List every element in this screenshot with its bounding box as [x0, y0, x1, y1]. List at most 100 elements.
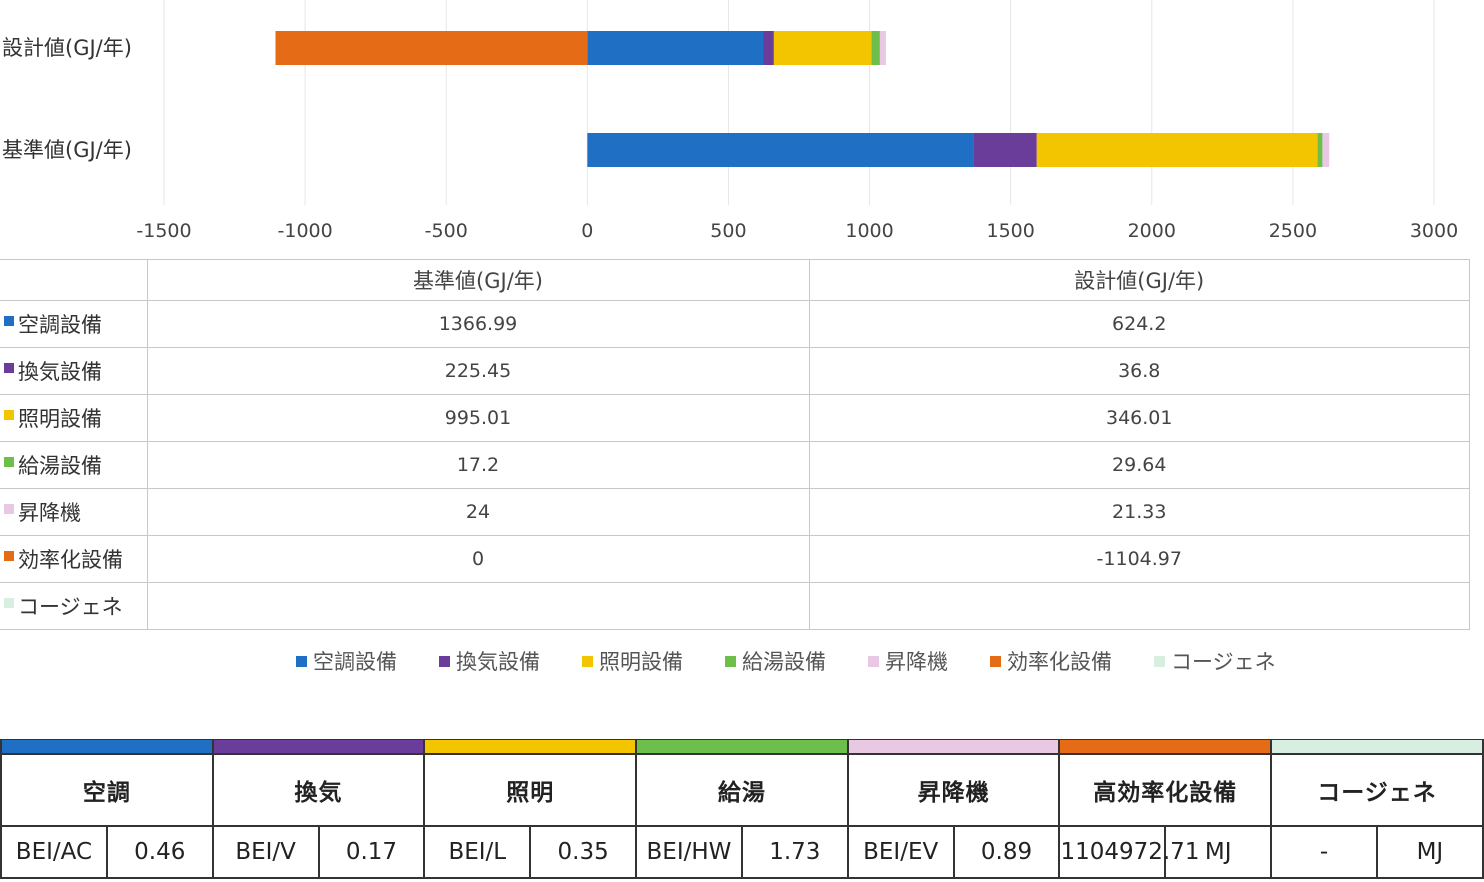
legend-swatch	[1154, 655, 1165, 667]
row-label: コージェネ	[0, 582, 148, 630]
series-swatch	[4, 363, 14, 373]
bar-segment	[1036, 133, 1318, 167]
bei-heading: 高効率化設備	[1058, 753, 1273, 827]
bar-segment	[275, 31, 588, 65]
bei-color-bar	[423, 739, 638, 754]
x-tick-label: -500	[425, 220, 468, 242]
legend-item: 効率化設備	[990, 646, 1112, 676]
series-swatch	[4, 410, 14, 420]
bei-table: 空調 換気 照明 給湯 昇降機 高効率化設備 コージェネ BEI/AC 0.46 BEI/V 0.…	[0, 739, 1484, 879]
bar-segment	[879, 31, 886, 65]
bei-heading: 給湯	[635, 753, 849, 827]
bar-segment	[1317, 133, 1323, 167]
cell-base: 17.2	[146, 441, 810, 489]
legend-label: 照明設備	[599, 650, 683, 674]
bei-headings: 空調 換気 照明 給湯 昇降機 高効率化設備 コージェネ	[0, 753, 1484, 827]
row-label-text: 給湯設備	[18, 454, 102, 478]
row-label: 効率化設備	[0, 535, 148, 583]
bei-key: BEI/AC	[0, 825, 108, 879]
bei-heading: 換気	[211, 753, 426, 827]
bar-segment	[1322, 133, 1330, 167]
bei-heading: 空調	[0, 753, 214, 827]
legend-item: 給湯設備	[725, 646, 826, 676]
x-tick-label: 0	[581, 220, 593, 242]
bei-key: BEI/EV	[846, 825, 955, 879]
chart-bars	[275, 31, 1330, 167]
row-label: 給湯設備	[0, 441, 148, 489]
legend-label: 給湯設備	[742, 650, 826, 674]
table-row: 換気設備 225.45 36.8	[0, 347, 1470, 395]
bei-heading: 照明	[423, 753, 638, 827]
row-label-text: 空調設備	[18, 313, 102, 337]
data-table-corner	[0, 259, 148, 301]
table-row: 効率化設備 0 -1104.97	[0, 535, 1470, 583]
series-swatch	[4, 457, 14, 467]
header-design: 設計値(GJ/年)	[808, 259, 1470, 301]
x-tick-label: 3000	[1410, 220, 1458, 242]
header-base: 基準値(GJ/年)	[146, 259, 810, 301]
legend-swatch	[296, 655, 307, 667]
bei-key: BEI/HW	[635, 825, 743, 879]
row-label-text: コージェネ	[18, 595, 123, 619]
bar-segment	[587, 31, 764, 65]
table-row: 給湯設備 17.2 29.64	[0, 441, 1470, 489]
bei-heading: コージェネ	[1270, 753, 1484, 827]
row-label-text: 効率化設備	[18, 548, 123, 572]
legend-label: 効率化設備	[1007, 650, 1112, 674]
legend-swatch	[582, 655, 593, 667]
bei-key: -	[1270, 825, 1378, 879]
bei-color-bar	[635, 739, 849, 754]
row-label: 昇降機	[0, 488, 148, 536]
bei-value: MJ	[1375, 825, 1484, 879]
x-tick-label: -1500	[136, 220, 191, 242]
stacked-bar-chart: 設計値(GJ/年) 基準値(GJ/年) -1500 -1000 -500 0 500 100…	[2, 0, 1458, 242]
bei-color-bar	[0, 739, 214, 754]
legend-swatch	[868, 655, 879, 667]
cell-design: -1104.97	[808, 535, 1470, 583]
bar-segment	[587, 133, 974, 167]
series-swatch	[4, 551, 14, 561]
legend-swatch	[990, 655, 1001, 667]
cell-design: 624.2	[808, 300, 1470, 348]
bei-value: 0.35	[529, 825, 638, 879]
chart-data-table: 基準値(GJ/年) 設計値(GJ/年) 空調設備 1366.99 624.2 換気設備…	[0, 259, 1470, 630]
x-tick-label: -1000	[278, 220, 333, 242]
bar-segment	[763, 31, 774, 65]
bar-segment	[973, 133, 1037, 167]
series-swatch	[4, 316, 14, 326]
bei-key: BEI/L	[423, 825, 532, 879]
bar-segment	[773, 31, 872, 65]
legend-label: 換気設備	[456, 650, 540, 674]
cell-base	[146, 582, 810, 630]
cell-design	[808, 582, 1470, 630]
cell-design: 21.33	[808, 488, 1470, 536]
cell-base: 225.45	[146, 347, 810, 395]
bei-value: 1.73	[740, 825, 849, 879]
row-label: 換気設備	[0, 347, 148, 395]
bei-color-bars	[0, 739, 1484, 754]
x-tick-label: 500	[710, 220, 746, 242]
row-label: 空調設備	[0, 300, 148, 348]
table-row: 空調設備 1366.99 624.2	[0, 300, 1470, 348]
bei-color-bar	[1270, 739, 1484, 754]
x-axis-tick-labels: -1500 -1000 -500 0 500 1000 1500 2000 2500 3000	[136, 220, 1458, 242]
row-label: 照明設備	[0, 394, 148, 442]
cell-design: 29.64	[808, 441, 1470, 489]
cell-base: 1366.99	[146, 300, 810, 348]
legend-label: 昇降機	[885, 650, 948, 674]
series-swatch	[4, 504, 14, 514]
bei-heading: 昇降機	[846, 753, 1061, 827]
legend-label: コージェネ	[1171, 650, 1276, 674]
bei-value: 0.17	[317, 825, 426, 879]
legend-swatch	[439, 655, 450, 667]
x-tick-label: 2500	[1269, 220, 1317, 242]
data-table-header: 基準値(GJ/年) 設計値(GJ/年)	[0, 259, 1470, 301]
cell-base: 24	[146, 488, 810, 536]
legend-item: 空調設備	[296, 646, 397, 676]
x-tick-label: 1500	[986, 220, 1034, 242]
bei-color-bar	[846, 739, 1061, 754]
bei-key: 1104972.71	[1058, 825, 1199, 879]
bei-color-bar	[211, 739, 426, 754]
legend-item: 換気設備	[439, 646, 540, 676]
